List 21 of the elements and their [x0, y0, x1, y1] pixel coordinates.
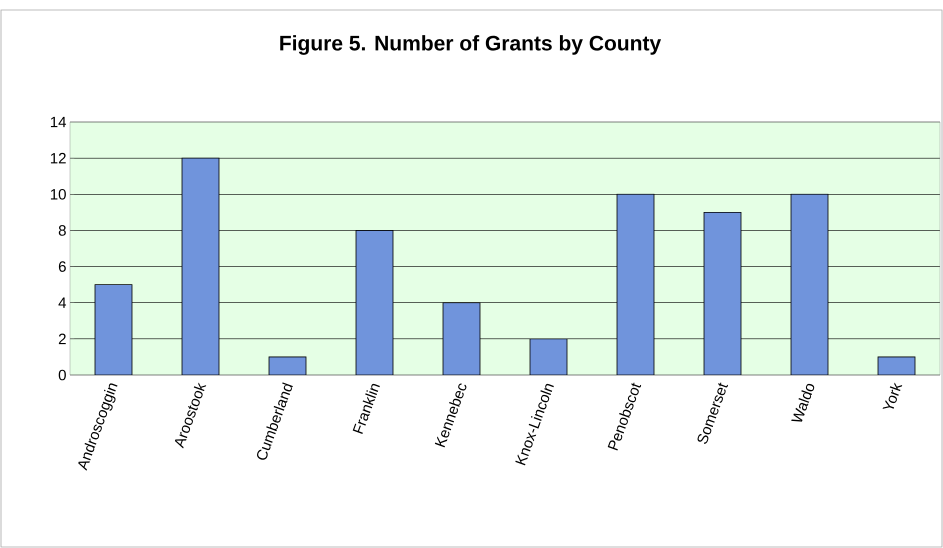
y-tick-label: 4 — [58, 298, 66, 308]
y-tick-label: 8 — [58, 225, 66, 236]
bar — [704, 212, 742, 375]
y-tick-label: 6 — [58, 261, 66, 272]
y-tick-label: 10 — [50, 188, 66, 200]
bar — [356, 230, 394, 375]
bar — [182, 158, 220, 375]
y-tick-label: 0 — [58, 370, 66, 380]
x-tick-label: York — [882, 382, 902, 409]
bar — [94, 284, 132, 375]
bar — [790, 194, 828, 375]
chart-title: Figure 5. Number of Grants by County — [280, 35, 662, 55]
bar — [616, 194, 654, 375]
bar — [878, 356, 916, 375]
y-tick-label: 14 — [50, 116, 66, 128]
bar — [442, 302, 480, 375]
x-tick-label: Waldo — [791, 384, 814, 422]
y-tick-label: 12 — [50, 152, 66, 164]
bar — [268, 356, 306, 375]
y-tick-label: 2 — [58, 334, 66, 344]
bar — [530, 338, 568, 375]
